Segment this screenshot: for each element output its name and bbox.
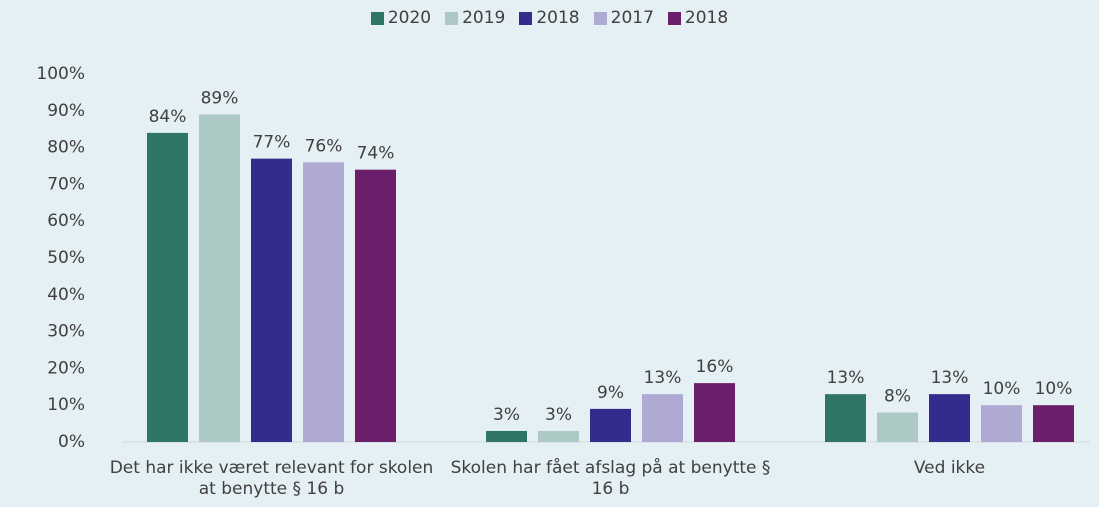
bar <box>877 412 918 442</box>
legend-label: 2019 <box>462 8 506 28</box>
legend-swatch <box>445 11 459 25</box>
y-tick-label: 60% <box>47 211 85 231</box>
y-tick-label: 30% <box>47 322 85 342</box>
bar <box>251 158 292 442</box>
legend-swatch <box>519 11 533 25</box>
legend-swatch <box>370 11 384 25</box>
x-tick-label: Det har ikke været relevant for skolen a… <box>109 458 434 499</box>
y-tick-label: 100% <box>36 64 85 84</box>
y-tick-label: 90% <box>47 101 85 121</box>
legend: 2020 2019 2018 2017 2018 <box>0 8 1099 28</box>
legend-item: 2017 <box>593 8 654 28</box>
value-label: 10% <box>983 379 1021 399</box>
bar <box>355 169 396 442</box>
legend-swatch <box>593 11 607 25</box>
value-label: 74% <box>357 144 395 164</box>
y-tick-label: 20% <box>47 358 85 378</box>
bar <box>303 162 344 442</box>
bar <box>538 430 579 442</box>
legend-item: 2020 <box>370 8 432 28</box>
value-label: 84% <box>149 107 187 127</box>
value-label: 9% <box>597 383 624 403</box>
value-label: 3% <box>493 405 520 425</box>
value-label: 13% <box>931 368 969 388</box>
legend-item: 2018 <box>519 8 580 28</box>
bar <box>981 405 1022 442</box>
value-label: 13% <box>827 368 865 388</box>
legend-item: 2018 <box>667 8 729 28</box>
legend-label: 2020 <box>387 8 432 28</box>
bar <box>825 394 866 442</box>
value-label: 16% <box>696 357 734 377</box>
y-tick-label: 80% <box>47 138 85 158</box>
value-label: 89% <box>201 88 239 108</box>
bar <box>590 408 631 442</box>
y-tick-label: 70% <box>47 174 85 194</box>
value-label: 77% <box>253 133 291 153</box>
legend-label: 2017 <box>610 8 654 28</box>
y-tick-label: 40% <box>47 285 85 305</box>
legend-label: 2018 <box>536 8 580 28</box>
y-tick-label: 10% <box>47 395 85 415</box>
bar <box>694 383 735 442</box>
value-label: 3% <box>545 405 572 425</box>
bar <box>486 430 527 442</box>
bar <box>929 394 970 442</box>
bar <box>147 132 188 442</box>
value-label: 10% <box>1035 379 1073 399</box>
bar <box>1033 405 1074 442</box>
legend-item: 2019 <box>445 8 505 28</box>
y-tick-label: 50% <box>47 248 85 268</box>
legend-swatch <box>667 11 681 25</box>
bar <box>642 394 683 442</box>
x-tick-label: Skolen har fået afslag på at benytte § 1… <box>450 458 771 499</box>
x-tick-label: Ved ikke <box>913 458 986 478</box>
y-tick-label: 0% <box>58 432 85 452</box>
legend-label: 2018 <box>684 8 729 28</box>
value-label: 76% <box>305 136 343 156</box>
bar <box>199 114 240 442</box>
value-label: 8% <box>884 387 911 407</box>
value-label: 13% <box>644 368 682 388</box>
